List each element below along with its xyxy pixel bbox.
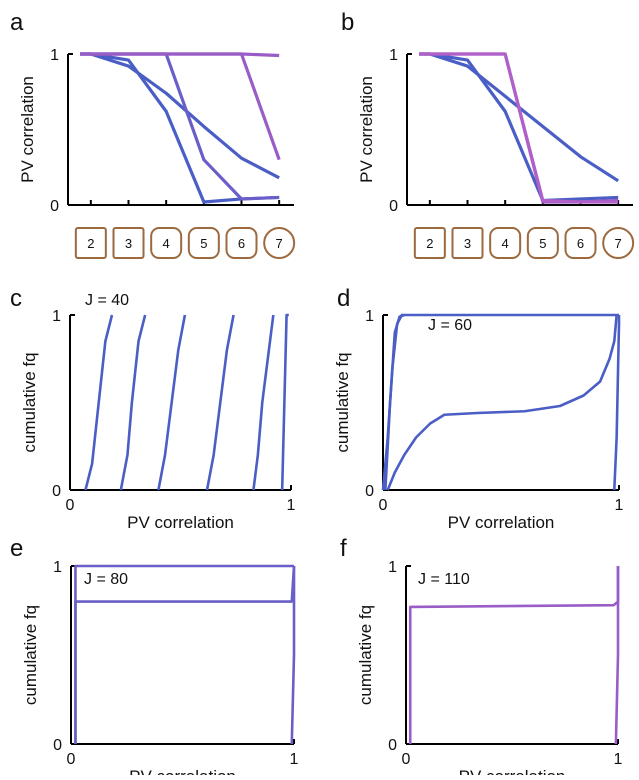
y-tick-label: 0	[388, 737, 397, 754]
x-tick-label: 1	[614, 751, 623, 768]
cdf-line-1	[84, 314, 114, 491]
cdf-line-5	[252, 314, 275, 491]
y-tick-label: 1	[50, 47, 59, 64]
cdf-line-2	[384, 313, 405, 491]
panel-f: f 0 1 cumulative fq 0 1 PV correlation J = 110	[340, 535, 623, 780]
x-marker-label: 4	[163, 236, 170, 251]
panel-e: e 0 1 cumulative fq 0 1 PV correlation J = 80	[10, 535, 299, 780]
cdf-line-6	[280, 313, 289, 491]
y-axis-label: PV correlation	[357, 76, 376, 183]
j-annotation: J = 110	[418, 571, 470, 588]
y-tick-label: 0	[53, 737, 62, 754]
series-line-2	[419, 52, 619, 203]
x-marker-square	[451, 227, 484, 259]
cdf-line-1	[381, 313, 619, 491]
x-tick-label: 1	[290, 751, 299, 768]
x-marker-square	[74, 227, 107, 259]
series-line-3	[419, 52, 619, 204]
cdf-line-3	[386, 314, 618, 491]
panel-letter: e	[10, 535, 23, 562]
series-line-1	[419, 52, 620, 183]
x-marker-label: 5	[200, 236, 207, 251]
y-tick-label: 0	[365, 483, 374, 500]
x-axis-label: PV correlation	[127, 513, 234, 532]
cdf-line-2	[614, 566, 620, 745]
x-marker-label: 2	[426, 236, 433, 251]
panel-c: c 0 1 cumulative fq 0 1 PV correlation J = 40	[10, 285, 296, 532]
j-annotation: J = 60	[428, 317, 472, 334]
x-axis-label: PV correlation	[129, 767, 236, 775]
y-axis-label: cumulative fq	[20, 352, 39, 452]
x-marker-label: 2	[87, 236, 94, 251]
x-marker-label: 3	[464, 236, 471, 251]
x-marker-square	[413, 227, 446, 259]
y-tick-label: 1	[388, 559, 397, 576]
cdf-line-1	[408, 566, 620, 744]
y-tick-label: 0	[52, 483, 61, 500]
panel-d: d 0 1 cumulative fq 0 1 PV correlation J = 60	[333, 285, 624, 532]
cdf-line-4	[612, 315, 621, 491]
cdf-line-2	[74, 565, 296, 744]
cdf-line-2	[119, 314, 147, 491]
series-line-4	[419, 52, 619, 204]
x-marker-label: 7	[615, 236, 622, 251]
panel-letter: f	[340, 535, 347, 562]
x-marker-rounded	[187, 227, 220, 259]
cdf-line-4	[205, 314, 235, 491]
y-tick-label: 1	[53, 559, 62, 576]
y-tick-label: 0	[389, 198, 398, 215]
panel-letter: b	[341, 9, 354, 36]
x-tick-label: 0	[67, 751, 76, 768]
x-marker-rounded	[225, 227, 258, 259]
series-line-5	[80, 52, 280, 58]
y-tick-label: 0	[50, 198, 59, 215]
x-marker-label: 5	[539, 236, 546, 251]
cdf-line-3	[157, 314, 187, 491]
x-marker-label: 3	[125, 236, 132, 251]
y-tick-label: 1	[52, 308, 61, 325]
x-marker-rounded	[564, 227, 597, 259]
cdf-line-1	[74, 564, 294, 744]
x-axis-label: PV correlation	[459, 767, 566, 775]
x-axis-label: PV correlation	[448, 513, 555, 532]
x-marker-rounded	[150, 227, 183, 259]
x-marker-circle	[263, 227, 296, 259]
j-annotation: J = 40	[85, 292, 129, 309]
panel-b: b 0 1 PV correlation 2 3 4 5 6 7	[341, 9, 635, 259]
x-tick-label: 0	[66, 497, 75, 514]
y-axis-label: PV correlation	[18, 76, 37, 183]
j-annotation: J = 80	[84, 571, 128, 588]
cdf-line-3	[290, 566, 296, 745]
x-marker-label: 6	[577, 236, 584, 251]
x-marker-label: 4	[502, 236, 509, 251]
x-marker-circle	[602, 227, 635, 259]
x-tick-label: 0	[379, 497, 388, 514]
y-axis-label: cumulative fq	[21, 605, 40, 705]
y-tick-label: 1	[365, 308, 374, 325]
x-marker-label: 7	[276, 236, 283, 251]
x-marker-square	[112, 227, 145, 259]
x-marker-label: 6	[238, 236, 245, 251]
panel-a: a 0 1 PV correlation 2 3 4 5 6 7	[10, 9, 296, 259]
x-tick-label: 1	[287, 497, 296, 514]
panel-letter: c	[10, 285, 22, 312]
y-tick-label: 1	[389, 47, 398, 64]
x-tick-label: 1	[615, 497, 624, 514]
y-axis-label: cumulative fq	[356, 605, 375, 705]
panel-letter: d	[337, 285, 350, 312]
x-marker-rounded	[489, 227, 522, 259]
x-marker-rounded	[526, 227, 559, 259]
y-axis-label: cumulative fq	[333, 352, 352, 452]
x-tick-label: 0	[402, 751, 411, 768]
panel-letter: a	[10, 9, 24, 36]
